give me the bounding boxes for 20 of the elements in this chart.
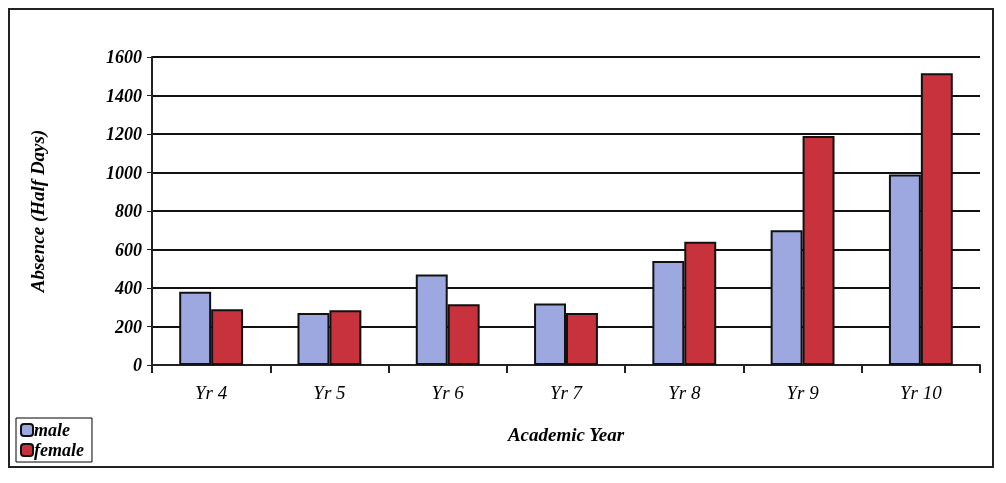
- x-tick-label: Yr 9: [786, 382, 820, 403]
- y-tick-label: 1200: [106, 124, 142, 144]
- y-tick-label: 1600: [106, 47, 142, 67]
- y-tick-label: 400: [114, 278, 142, 298]
- y-tick-label: 800: [115, 201, 142, 221]
- y-tick-label: 1400: [106, 85, 142, 106]
- x-tick-label: Yr 7: [549, 382, 584, 403]
- legend-label: male: [34, 420, 70, 440]
- y-tick-label: 200: [114, 316, 142, 337]
- y-tick-label: 0: [133, 355, 142, 375]
- legend-label: female: [34, 440, 84, 460]
- x-tick-label: Yr 10: [900, 382, 943, 403]
- y-axis-title: Absence (Half Days): [27, 129, 49, 294]
- x-tick-label: Yr 8: [668, 382, 701, 403]
- x-tick-label: Yr 6: [431, 382, 465, 403]
- x-axis-title: Academic Year: [506, 424, 625, 445]
- y-tick-label: 1000: [106, 162, 142, 183]
- x-tick-label: Yr 5: [313, 382, 346, 403]
- y-tick-label: 600: [115, 239, 142, 260]
- x-tick-label: Yr 4: [195, 382, 228, 403]
